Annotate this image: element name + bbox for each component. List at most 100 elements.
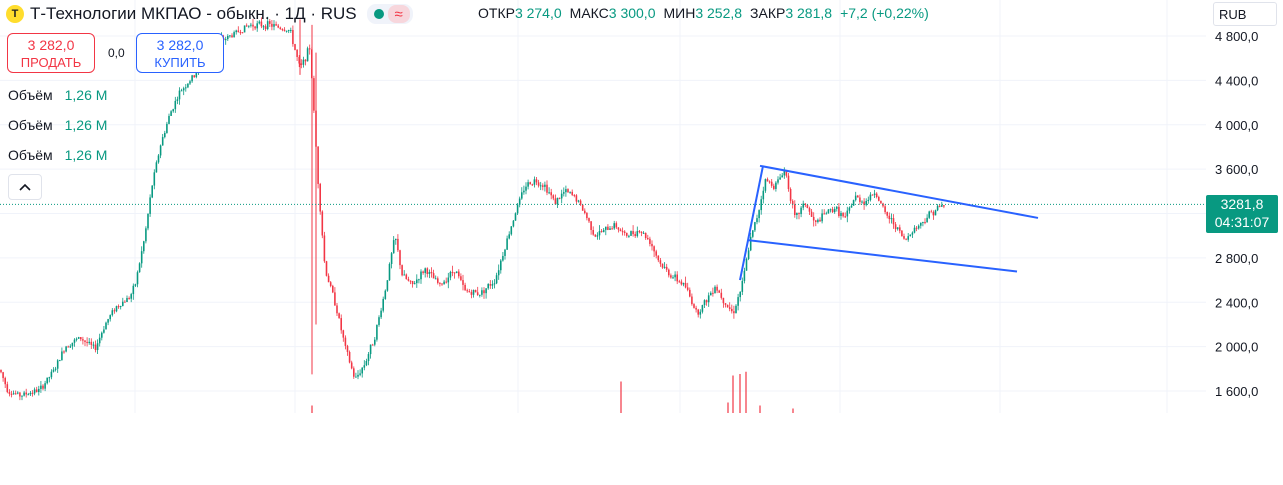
candle-body: [901, 230, 903, 237]
candle-body: [859, 197, 861, 202]
candle-body: [33, 389, 36, 394]
candle-body: [920, 222, 922, 226]
candle-body: [861, 201, 863, 203]
candle-body: [397, 238, 399, 251]
candle-body: [107, 319, 109, 323]
candle-body: [943, 205, 945, 207]
candle-body: [722, 297, 725, 304]
candle-body: [336, 305, 338, 314]
sell-button[interactable]: 3 282,0 ПРОДАТЬ: [7, 33, 95, 73]
candle-body: [298, 56, 300, 64]
candle-body: [779, 177, 781, 180]
candle-body: [287, 30, 290, 32]
symbol-title[interactable]: Т-Технологии МКПАО - обыкн. · 1Д · RUS: [30, 4, 357, 23]
trend-line: [747, 239, 1018, 273]
volume-value: 1,26 M: [64, 147, 108, 163]
volume-value: 1,26 M: [64, 87, 108, 103]
y-tick-label: 3 600,0: [1215, 162, 1258, 177]
candle-body: [689, 289, 691, 297]
candle-body: [558, 197, 561, 199]
candle-body: [147, 213, 149, 229]
volume-legend-2[interactable]: Объём 1,26 M: [8, 117, 107, 133]
candle-body: [871, 194, 874, 196]
trend-line: [739, 165, 764, 281]
candle-body: [884, 206, 886, 213]
candle-body: [462, 280, 464, 285]
buy-button[interactable]: 3 282,0 КУПИТЬ: [136, 33, 224, 73]
collapse-legend-button[interactable]: [8, 174, 42, 200]
candle-body: [380, 310, 382, 318]
candle-body: [14, 393, 17, 395]
candle-body: [888, 215, 891, 220]
volume-label: Объём: [8, 147, 53, 163]
volume-legend-1[interactable]: Объём 1,26 M: [8, 87, 107, 103]
candle-body: [754, 222, 756, 231]
candle-body: [878, 197, 880, 201]
candle-body: [752, 230, 754, 237]
candle-body: [815, 220, 817, 222]
candle-body: [161, 137, 164, 146]
y-tick-label: 4 400,0: [1215, 73, 1258, 88]
candle-body: [857, 195, 859, 198]
candle-body: [101, 332, 103, 338]
candle-body: [516, 204, 519, 214]
candle-body: [653, 246, 655, 252]
candle-body: [56, 360, 59, 369]
close-label: ЗАКР: [750, 5, 786, 21]
candle-body: [699, 311, 702, 315]
volume-bar: [745, 371, 747, 413]
candle-body: [346, 345, 349, 352]
candle-body: [806, 204, 809, 209]
candle-body: [842, 212, 844, 217]
chart-header: T Т-Технологии МКПАО - обыкн. · 1Д · RUS…: [6, 3, 413, 25]
volume-legend-3[interactable]: Объём 1,26 M: [8, 147, 107, 163]
candle-body: [571, 191, 573, 195]
candle-body: [922, 222, 924, 224]
candle-body: [623, 231, 626, 233]
currency-select[interactable]: RUB: [1213, 2, 1277, 26]
candle-body: [69, 346, 72, 348]
candle-body: [672, 277, 674, 279]
candle-body: [569, 191, 571, 193]
candle-body: [319, 183, 321, 212]
candle-body: [151, 185, 153, 198]
candle-body: [353, 368, 355, 377]
candle-body: [886, 212, 888, 216]
spread-value: 0,0: [108, 46, 125, 60]
candle-body: [731, 308, 733, 312]
candle-body: [338, 313, 340, 319]
candle-body: [243, 25, 246, 33]
candle-body: [98, 337, 101, 344]
candle-body: [800, 207, 802, 215]
volume-bar: [311, 405, 313, 413]
candle-body: [880, 200, 882, 204]
candle-body: [455, 271, 458, 274]
candle-body: [378, 317, 380, 325]
candle-body: [836, 206, 838, 209]
candle-body: [773, 185, 775, 189]
candle-body: [472, 289, 475, 295]
candle-body: [827, 209, 830, 214]
candle-body: [390, 253, 393, 264]
candle-body: [254, 26, 256, 29]
candle-body: [485, 288, 487, 294]
candle-body: [300, 63, 303, 65]
candle-body: [334, 292, 336, 306]
candle-body: [418, 279, 420, 281]
candle-body: [96, 343, 99, 351]
candle-body: [90, 341, 93, 345]
candle-body: [48, 377, 51, 379]
candle-body: [241, 32, 244, 34]
candle-body: [25, 392, 27, 395]
candle-body: [596, 235, 599, 237]
candle-body: [581, 204, 584, 211]
candle-body: [321, 211, 324, 236]
candle-body: [283, 29, 286, 31]
market-status[interactable]: ≈: [366, 4, 413, 24]
candle-body: [109, 315, 111, 320]
candle-body: [487, 284, 489, 289]
candle-body: [357, 374, 359, 377]
volume-label: Объём: [8, 117, 53, 133]
candle-body: [678, 281, 681, 283]
